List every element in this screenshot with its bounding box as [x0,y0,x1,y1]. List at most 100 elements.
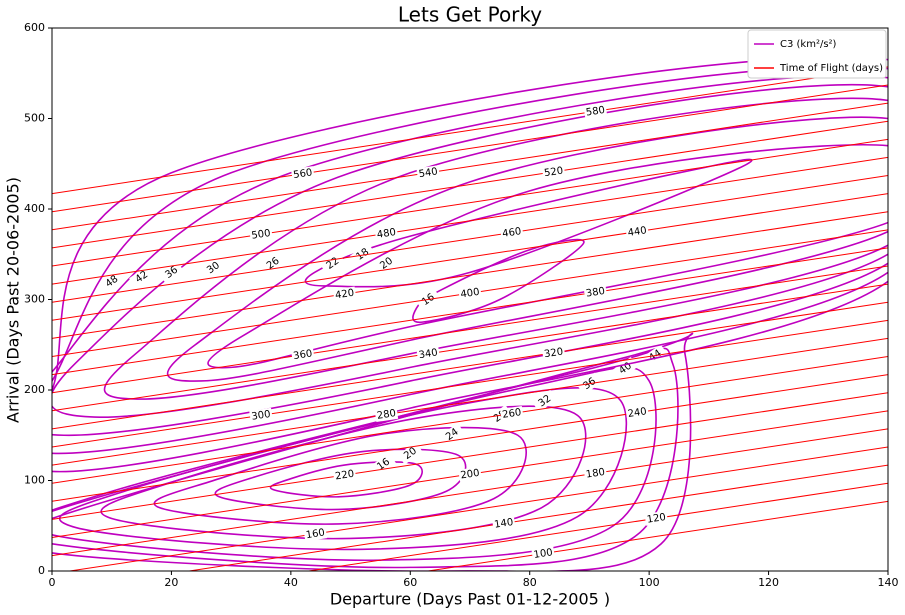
y-tick-label: 200 [24,383,45,396]
tof-line [52,66,888,195]
tof-line [52,265,888,394]
contour-label-bg [416,346,440,362]
contour-label: 460 [502,226,523,240]
contour-label-bg [532,389,558,413]
contour-label: 540 [418,166,439,180]
contour-label-group: 560 [291,166,315,182]
contour-label-bg [303,526,328,542]
contour-label-bg [541,345,566,361]
contour-label-bg [541,164,566,180]
tof-line [66,446,888,571]
contour-label: 240 [627,406,648,420]
tof-line [52,120,888,249]
contour-label-bg [158,261,184,284]
contour-label-bg [458,466,482,482]
chart-title: Lets Get Porky [398,3,542,27]
tof-line [52,283,888,412]
contour-label: 200 [460,468,481,482]
y-tick-label: 100 [24,474,45,487]
contour-label-group: 400 [458,285,482,301]
contour-label-group: 280 [374,406,399,423]
contour-label-bg [200,256,226,280]
contour-label-bg [332,467,357,483]
contour-label-group: 220 [332,467,357,483]
c3-contour [304,158,753,288]
contour-label-bg [416,165,440,181]
c3-contour [153,426,527,525]
contour-label-group: 180 [583,465,608,481]
contour-label-group: 480 [374,225,399,242]
contour-label-bg [439,423,465,446]
contour-label-group: 300 [249,407,273,423]
c3-contour [52,347,679,569]
contour-label: 100 [533,547,554,561]
contour-label: 400 [460,287,481,301]
x-axis-label: Departure (Days Past 01-12-2005 ) [330,590,610,609]
contour-label: 120 [646,512,667,526]
tof-line [52,301,888,430]
contour-label-bg [320,252,346,275]
tof-line [305,482,888,571]
contour-label: 520 [543,166,564,180]
contour-label: 160 [305,527,326,541]
contour-label-group: 500 [249,226,273,242]
y-axis-label: Arrival (Days Past 20-06-2005) [4,177,23,423]
contour-label-bg [458,285,482,301]
contour-label-group: 160 [303,526,328,542]
contour-label: 320 [543,347,564,361]
tof-line [52,374,888,502]
contour-label: 500 [251,228,272,242]
x-tick-label: 140 [878,576,899,589]
contour-label-bg [583,103,608,119]
x-tick-label: 80 [523,576,537,589]
x-tick-label: 120 [758,576,779,589]
contour-label-group: 380 [583,284,608,300]
tof-line [52,193,888,321]
contour-label-group: 260 [500,405,524,422]
tof-line [52,247,888,376]
contour-label-bg [500,405,524,422]
c3-contour [52,65,888,455]
tof-line [52,156,888,285]
tof-line [52,138,888,267]
y-tick-label: 500 [24,112,45,125]
c3-contour [207,143,888,369]
contour-label-group: 360 [291,347,315,363]
x-tick-label: 100 [639,576,660,589]
c3-contour [103,97,888,400]
contour-label-bg [99,270,125,293]
contour-label-bg [644,510,669,526]
contour-label-bg [374,225,399,242]
contour-label-bg [625,405,649,421]
contour-label-group: 100 [531,545,555,562]
x-tick-label: 0 [49,576,56,589]
c3-contour [52,366,657,562]
contour-label-bg [260,252,286,275]
contour-label-group: 320 [541,345,566,361]
contour-label-group: 200 [458,466,482,482]
contour-label-group: 26 [260,252,286,275]
contour-label: 340 [418,347,439,361]
contour-label-group: 420 [332,286,357,302]
contour-label: 140 [494,517,515,531]
contour-label-group: 460 [500,224,524,241]
y-tick-label: 600 [24,21,45,34]
tof-line [52,175,888,303]
tof-line [52,102,888,231]
contour-label: 380 [585,286,606,300]
x-tick-label: 20 [164,576,178,589]
x-tick-label: 40 [284,576,298,589]
tof-line [52,428,888,557]
contour-label-bg [374,406,399,423]
tof-line [52,211,888,339]
contour-label-bg [397,442,423,465]
contour-label-bg [249,226,273,242]
c3-contour [52,83,888,418]
c3-contour [52,56,888,473]
y-tick-label: 0 [38,564,45,577]
tof-line [52,337,888,466]
contour-label: 560 [293,167,314,181]
contour-label: 220 [334,469,355,483]
